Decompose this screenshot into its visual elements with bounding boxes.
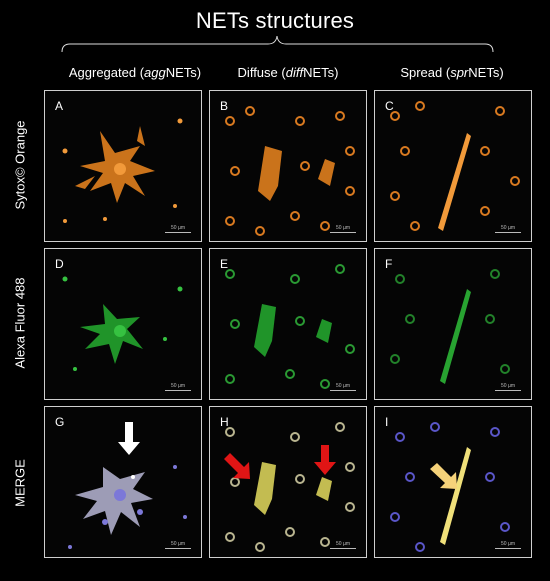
- panel-c: C 50 µm: [374, 90, 532, 242]
- panel-h-image: [224, 422, 355, 552]
- panel-a: A 50 µm: [44, 90, 202, 242]
- panel-i: I 50 µm: [374, 406, 532, 558]
- column-header-aggregated: Aggregated (aggNETs): [68, 65, 202, 80]
- row-header-alexa: Alexa Fluor 488: [12, 277, 28, 369]
- row-header-merge: MERGE: [12, 459, 28, 507]
- yellow-arrow: [430, 463, 457, 489]
- panel-label-g: G: [55, 415, 65, 429]
- scale-bar-c: 50 µm: [495, 225, 521, 233]
- panel-d-image: [62, 276, 183, 371]
- scale-bar-i: 50 µm: [495, 541, 521, 549]
- panel-g-image: [68, 422, 187, 549]
- panel-b: B 50 µm: [209, 90, 367, 242]
- panel-b-image: [225, 106, 355, 236]
- scale-bar-e: 50 µm: [330, 383, 356, 391]
- scale-bar-g: 50 µm: [165, 541, 191, 549]
- panel-label-i: I: [385, 415, 389, 429]
- red-arrow-left: [224, 453, 250, 479]
- scale-bar-h: 50 µm: [330, 541, 356, 549]
- figure-title: NETs structures: [195, 8, 355, 33]
- header-brace: [61, 35, 494, 53]
- panel-label-e: E: [220, 257, 229, 271]
- panel-label-f: F: [385, 257, 393, 271]
- panel-c-image: [390, 101, 520, 231]
- column-header-diffuse: Diffuse (diffNETs): [237, 65, 339, 80]
- column-header-spread: Spread (sprNETs): [400, 65, 504, 80]
- panel-label-d: D: [55, 257, 64, 271]
- panel-label-h: H: [220, 415, 229, 429]
- scale-bar-a: 50 µm: [165, 225, 191, 233]
- panel-label-a: A: [55, 99, 64, 113]
- panel-h: H 50 µm: [209, 406, 367, 558]
- panel-a-image: [62, 118, 183, 223]
- scale-bar-d: 50 µm: [165, 383, 191, 391]
- panel-i-image: [390, 422, 510, 552]
- panel-f-image: [390, 269, 510, 384]
- scale-bar-f: 50 µm: [495, 383, 521, 391]
- red-arrow-right: [314, 445, 336, 475]
- row-header-sytox: Sytox© Orange: [12, 120, 28, 210]
- panel-e: E 50 µm: [209, 248, 367, 400]
- panel-g: G 50 µm: [44, 406, 202, 558]
- panel-e-image: [225, 264, 355, 389]
- white-arrow: [118, 422, 140, 455]
- panel-f: F 50 µm: [374, 248, 532, 400]
- scale-bar-b: 50 µm: [330, 225, 356, 233]
- panel-d: D 50 µm: [44, 248, 202, 400]
- panel-label-b: B: [220, 99, 229, 113]
- panel-label-c: C: [385, 99, 394, 113]
